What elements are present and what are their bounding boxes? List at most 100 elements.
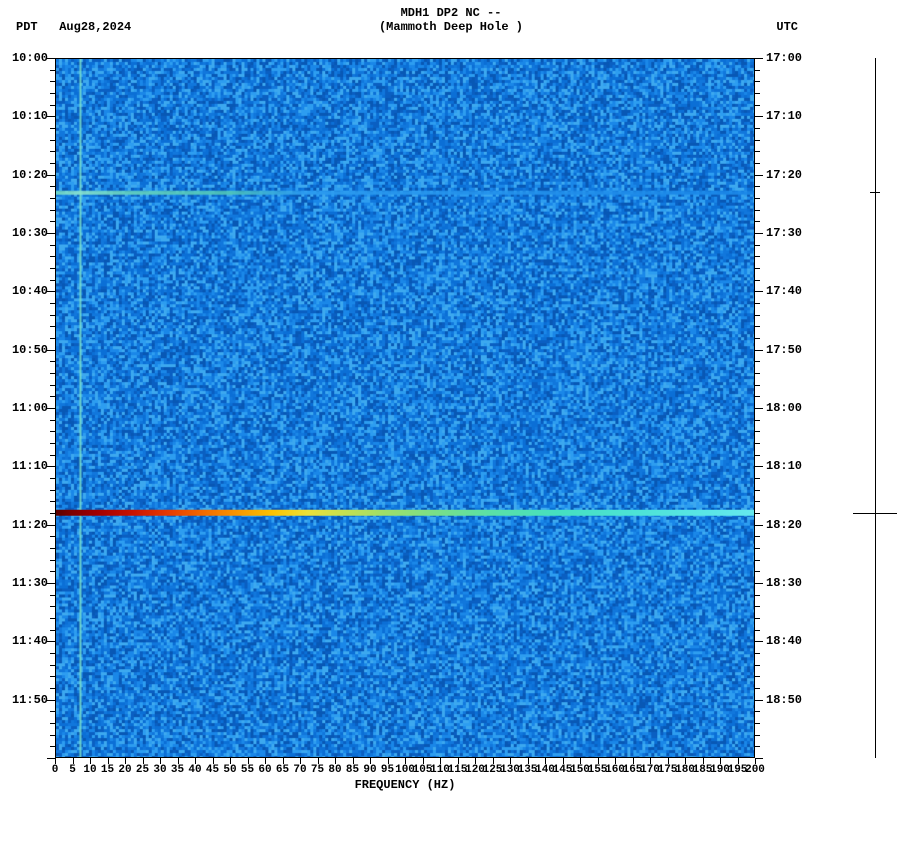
- right-tick-label: 17:20: [760, 168, 810, 182]
- x-tick-mark: [108, 758, 109, 764]
- y-tick-mark: [755, 350, 763, 351]
- x-tick-mark: [738, 758, 739, 764]
- x-tick-mark: [563, 758, 564, 764]
- y-tick-mark: [755, 221, 760, 222]
- y-tick-mark: [47, 58, 55, 59]
- y-tick-mark: [755, 373, 760, 374]
- y-tick-mark: [755, 758, 763, 759]
- y-tick-mark: [50, 595, 55, 596]
- y-tick-mark: [50, 431, 55, 432]
- y-tick-mark: [755, 210, 760, 211]
- x-tick-mark: [300, 758, 301, 764]
- y-tick-mark: [50, 210, 55, 211]
- y-tick-mark: [755, 93, 760, 94]
- title-line2: (Mammoth Deep Hole ): [0, 20, 902, 34]
- y-tick-mark: [755, 443, 760, 444]
- left-tz: PDT: [16, 20, 38, 34]
- y-tick-mark: [50, 746, 55, 747]
- y-tick-mark: [50, 513, 55, 514]
- y-tick-mark: [50, 711, 55, 712]
- y-tick-mark: [50, 70, 55, 71]
- y-tick-mark: [47, 525, 55, 526]
- y-tick-mark: [47, 233, 55, 234]
- y-tick-mark: [50, 536, 55, 537]
- x-tick-label: 90: [363, 764, 376, 776]
- y-tick-mark: [755, 501, 760, 502]
- y-tick-mark: [50, 385, 55, 386]
- y-tick-mark: [50, 618, 55, 619]
- y-tick-mark: [755, 268, 760, 269]
- header-left: PDT Aug28,2024: [16, 20, 131, 34]
- y-tick-mark: [50, 653, 55, 654]
- right-tick-label: 18:10: [760, 459, 810, 473]
- y-tick-mark: [755, 665, 760, 666]
- x-tick-mark: [440, 758, 441, 764]
- left-tick-label: 10:50: [0, 343, 50, 357]
- x-tick-label: 55: [241, 764, 254, 776]
- x-tick-mark: [493, 758, 494, 764]
- y-tick-mark: [50, 688, 55, 689]
- y-tick-mark: [50, 163, 55, 164]
- y-tick-mark: [47, 641, 55, 642]
- x-tick-mark: [388, 758, 389, 764]
- right-tick-label: 17:10: [760, 109, 810, 123]
- y-tick-mark: [47, 291, 55, 292]
- y-tick-mark: [50, 606, 55, 607]
- y-tick-mark: [50, 676, 55, 677]
- y-tick-mark: [50, 151, 55, 152]
- right-tick-label: 17:30: [760, 226, 810, 240]
- x-tick-label: 200: [745, 764, 765, 776]
- y-tick-mark: [755, 571, 760, 572]
- x-tick-mark: [755, 758, 756, 764]
- right-tick-label: 18:00: [760, 401, 810, 415]
- x-tick-label: 95: [381, 764, 394, 776]
- y-tick-mark: [50, 571, 55, 572]
- y-tick-mark: [755, 466, 763, 467]
- y-tick-mark: [755, 548, 760, 549]
- x-tick-mark: [125, 758, 126, 764]
- y-tick-mark: [47, 116, 55, 117]
- x-tick-mark: [475, 758, 476, 764]
- x-tick-mark: [230, 758, 231, 764]
- x-tick-mark: [685, 758, 686, 764]
- x-tick-label: 70: [293, 764, 306, 776]
- x-tick-mark: [318, 758, 319, 764]
- y-tick-mark: [50, 315, 55, 316]
- x-tick-mark: [160, 758, 161, 764]
- y-tick-mark: [755, 140, 760, 141]
- y-tick-mark: [50, 256, 55, 257]
- y-tick-mark: [50, 128, 55, 129]
- y-tick-mark: [50, 140, 55, 141]
- x-tick-label: 10: [83, 764, 96, 776]
- x-tick-mark: [633, 758, 634, 764]
- y-tick-mark: [50, 268, 55, 269]
- y-tick-mark: [755, 361, 760, 362]
- x-tick-mark: [615, 758, 616, 764]
- y-tick-mark: [755, 315, 760, 316]
- right-tick-label: 17:50: [760, 343, 810, 357]
- y-axis-right: 17:0017:1017:2017:3017:4017:5018:0018:10…: [760, 58, 810, 758]
- side-axis-line: [875, 58, 876, 758]
- side-axis: [850, 58, 900, 758]
- y-tick-mark: [755, 653, 760, 654]
- y-tick-mark: [50, 280, 55, 281]
- x-tick-mark: [265, 758, 266, 764]
- y-tick-mark: [50, 735, 55, 736]
- x-tick-mark: [405, 758, 406, 764]
- y-tick-mark: [50, 198, 55, 199]
- y-tick-mark: [47, 700, 55, 701]
- y-tick-mark: [755, 560, 760, 561]
- y-tick-mark: [755, 245, 760, 246]
- header-date: Aug28,2024: [59, 20, 131, 34]
- y-tick-mark: [755, 676, 760, 677]
- left-tick-label: 10:20: [0, 168, 50, 182]
- right-tick-label: 18:50: [760, 693, 810, 707]
- x-tick-mark: [178, 758, 179, 764]
- y-tick-mark: [755, 408, 763, 409]
- x-tick-mark: [598, 758, 599, 764]
- x-tick-mark: [248, 758, 249, 764]
- y-tick-mark: [755, 711, 760, 712]
- left-tick-label: 11:50: [0, 693, 50, 707]
- y-tick-mark: [50, 630, 55, 631]
- x-tick-label: 20: [118, 764, 131, 776]
